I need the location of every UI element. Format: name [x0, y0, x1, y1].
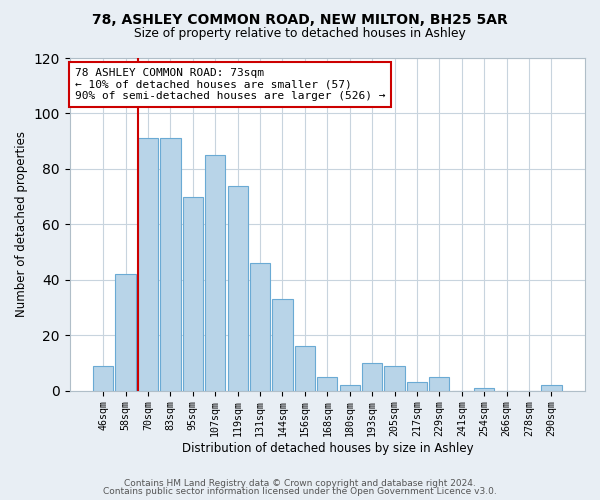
- Bar: [474, 388, 494, 390]
- Bar: [430, 377, 449, 390]
- Y-axis label: Number of detached properties: Number of detached properties: [15, 132, 28, 318]
- Bar: [115, 274, 136, 390]
- X-axis label: Distribution of detached houses by size in Ashley: Distribution of detached houses by size …: [182, 442, 473, 455]
- Bar: [160, 138, 181, 390]
- Bar: [362, 363, 382, 390]
- Bar: [272, 299, 293, 390]
- Bar: [317, 377, 337, 390]
- Text: 78 ASHLEY COMMON ROAD: 73sqm
← 10% of detached houses are smaller (57)
90% of se: 78 ASHLEY COMMON ROAD: 73sqm ← 10% of de…: [75, 68, 385, 101]
- Bar: [205, 155, 226, 390]
- Text: Contains public sector information licensed under the Open Government Licence v3: Contains public sector information licen…: [103, 487, 497, 496]
- Bar: [227, 186, 248, 390]
- Bar: [541, 385, 562, 390]
- Bar: [295, 346, 315, 391]
- Bar: [407, 382, 427, 390]
- Text: 78, ASHLEY COMMON ROAD, NEW MILTON, BH25 5AR: 78, ASHLEY COMMON ROAD, NEW MILTON, BH25…: [92, 12, 508, 26]
- Bar: [250, 263, 270, 390]
- Bar: [138, 138, 158, 390]
- Bar: [385, 366, 404, 390]
- Text: Size of property relative to detached houses in Ashley: Size of property relative to detached ho…: [134, 28, 466, 40]
- Bar: [340, 385, 360, 390]
- Bar: [183, 196, 203, 390]
- Bar: [93, 366, 113, 390]
- Text: Contains HM Land Registry data © Crown copyright and database right 2024.: Contains HM Land Registry data © Crown c…: [124, 478, 476, 488]
